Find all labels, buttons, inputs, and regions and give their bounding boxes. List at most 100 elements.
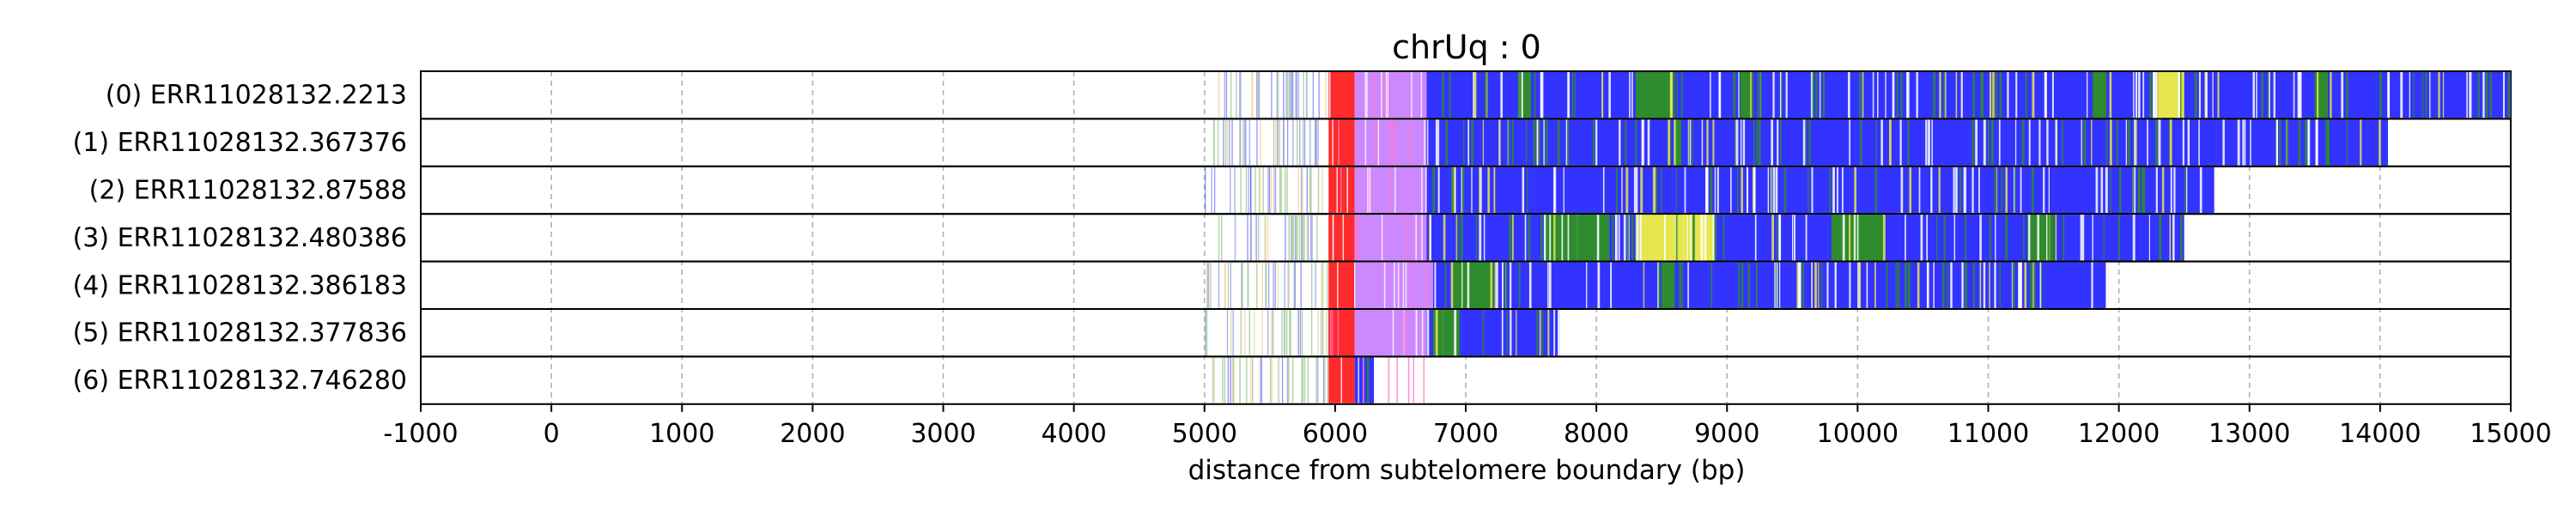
read-stripe [1322, 357, 1325, 403]
read-stripe [1822, 72, 1826, 118]
read-stripe [1467, 119, 1470, 166]
read-stripe [2118, 167, 2122, 214]
read-stripe [1420, 72, 1423, 118]
read-stripe [1301, 357, 1303, 403]
read-stripe [1274, 262, 1276, 308]
read-stripe [2482, 72, 2485, 118]
read-stripe [1540, 215, 1543, 261]
read-stripe [1714, 215, 1717, 261]
read-stripe [2425, 72, 2427, 118]
read-stripe [1866, 262, 1868, 308]
read-stripe [1306, 215, 1309, 261]
read-stripe [2161, 167, 2165, 214]
read-block [1354, 215, 1427, 261]
read-stripe [1327, 310, 1329, 356]
read-stripe [1406, 310, 1408, 356]
read-stripe [1292, 215, 1294, 261]
read-stripe [1460, 215, 1463, 261]
read-stripe [2182, 119, 2184, 166]
read-stripe [1742, 119, 1746, 166]
read-stripe [1205, 310, 1206, 356]
read-stripe [1455, 215, 1457, 261]
read-stripe [1814, 262, 1817, 308]
read-stripe [1849, 262, 1851, 308]
read-stripe [1261, 357, 1262, 403]
read-stripe [1288, 262, 1290, 308]
read-stripe [2105, 119, 2108, 166]
read-stripe [1239, 72, 1241, 118]
read-stripe [1686, 215, 1688, 261]
read-stripe [1799, 262, 1801, 308]
read-stripe [1895, 262, 1898, 308]
read-stripe [1295, 215, 1297, 261]
read-stripe [1688, 119, 1690, 166]
read-stripe [1441, 310, 1444, 356]
read-stripe [1265, 262, 1267, 308]
read-stripe [1643, 262, 1645, 308]
read-stripe [2142, 167, 2144, 214]
read-stripe [2032, 262, 2034, 308]
read-stripe [1311, 262, 1313, 308]
read-block [1426, 119, 2389, 166]
x-tick-label: 14000 [2339, 419, 2421, 449]
read-stripe [1775, 167, 1778, 214]
read-stripe [1297, 310, 1299, 356]
read-stripe [1543, 215, 1546, 261]
read-stripe [2198, 72, 2201, 118]
read-stripe [1805, 119, 1807, 166]
read-stripe [1597, 262, 1601, 308]
read-stripe [1675, 215, 1678, 261]
read-stripe [1991, 119, 1994, 166]
read-stripe [1429, 215, 1431, 261]
read-stripe [1953, 215, 1956, 261]
read-stripe [1796, 262, 1799, 308]
read-stripe [2194, 72, 2197, 118]
read-stripe [2178, 72, 2181, 118]
read-stripe [1939, 72, 1941, 118]
read-stripe [2170, 167, 2172, 214]
read-stripe [1710, 262, 1713, 308]
read-stripe [2180, 215, 2183, 261]
read-stripe [1829, 167, 1832, 214]
read-stripe [1367, 167, 1369, 214]
read-stripe [2005, 215, 2008, 261]
read-stripe [1317, 119, 1319, 166]
read-stripe [1547, 310, 1550, 356]
read-stripe [1337, 262, 1339, 308]
read-stripe [1930, 167, 1933, 214]
x-axis-label: distance from subtelomere boundary (bp) [1188, 455, 1746, 486]
read-stripe [2322, 72, 2324, 118]
read-stripe [2261, 72, 2264, 118]
read-stripe [1771, 215, 1775, 261]
read-stripe [1705, 167, 1709, 214]
read-stripe [1619, 119, 1621, 166]
read-stripe [1264, 215, 1266, 261]
read-stripe [1240, 310, 1242, 356]
read-stripe [1856, 215, 1859, 261]
read-stripe [1941, 262, 1945, 308]
read-stripe [1226, 119, 1229, 166]
read-stripe [1242, 119, 1244, 166]
read-stripe [1971, 119, 1974, 166]
read-stripe [2105, 72, 2107, 118]
read-stripe [1975, 119, 1978, 166]
read-stripe [2011, 262, 2014, 308]
read-stripe [1995, 215, 1996, 261]
read-stripe [2005, 167, 2008, 214]
read-stripe [1254, 310, 1255, 356]
read-stripe [1275, 119, 1277, 166]
read-stripe [1257, 72, 1260, 118]
read-stripe [1267, 215, 1269, 261]
read-stripe [1224, 119, 1227, 166]
read-stripe [1916, 72, 1918, 118]
read-stripe [1892, 72, 1894, 118]
read-stripe [1710, 72, 1711, 118]
read-stripe [2055, 119, 2057, 166]
read-stripe [2155, 167, 2158, 214]
read-stripe [1549, 215, 1552, 261]
read-stripe [1383, 262, 1386, 308]
read-stripe [2032, 167, 2034, 214]
read-stripe [1612, 215, 1614, 261]
read-stripe [2269, 72, 2270, 118]
